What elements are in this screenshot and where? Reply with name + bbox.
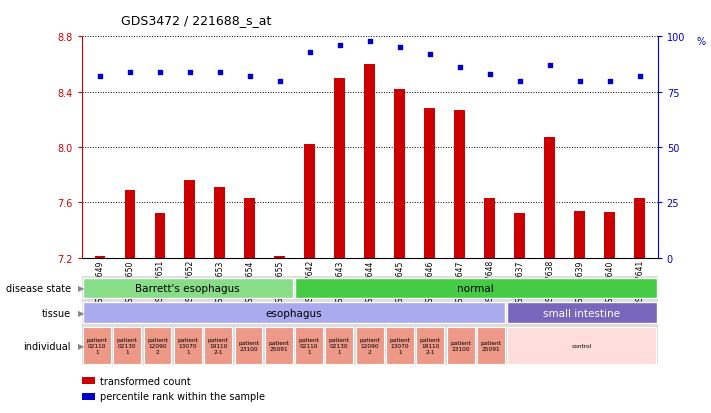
Text: patient
02110
1: patient 02110 1	[299, 337, 319, 354]
Text: control: control	[572, 343, 592, 349]
Point	[214, 69, 225, 76]
Bar	[82, 278, 293, 298]
Bar	[95, 257, 105, 258]
Bar	[574, 211, 585, 258]
Bar	[334, 78, 345, 258]
Text: Barrett's esophagus: Barrett's esophagus	[136, 283, 240, 293]
Bar	[264, 328, 293, 364]
Bar	[235, 328, 262, 364]
Text: ▶: ▶	[78, 342, 85, 350]
Text: small intestine: small intestine	[543, 308, 621, 318]
Bar	[184, 181, 195, 258]
Text: patient
12090
2: patient 12090 2	[147, 337, 168, 354]
Text: patient
23100: patient 23100	[238, 340, 259, 351]
Bar	[83, 328, 111, 364]
Bar	[154, 214, 165, 258]
Point	[364, 38, 375, 45]
Bar	[515, 214, 525, 258]
Text: patient
13070
1: patient 13070 1	[178, 337, 198, 354]
Text: %: %	[697, 37, 706, 47]
Text: patient
02130
1: patient 02130 1	[117, 337, 138, 354]
Bar	[356, 328, 384, 364]
Text: GDS3472 / 221688_s_at: GDS3472 / 221688_s_at	[121, 14, 271, 27]
Bar	[124, 190, 135, 258]
Text: patient
23100: patient 23100	[450, 340, 471, 351]
Point	[604, 78, 616, 85]
Point	[484, 71, 496, 78]
Point	[424, 52, 435, 58]
Text: patient
25091: patient 25091	[268, 340, 289, 351]
Text: patient
19110
2-1: patient 19110 2-1	[420, 337, 441, 354]
Bar	[174, 328, 202, 364]
Bar	[326, 328, 353, 364]
Bar	[604, 213, 615, 258]
Bar	[447, 328, 475, 364]
Text: percentile rank within the sample: percentile rank within the sample	[100, 392, 264, 401]
Text: patient
13070
1: patient 13070 1	[390, 337, 410, 354]
Text: patient
19110
2-1: patient 19110 2-1	[208, 337, 229, 354]
Point	[634, 74, 646, 80]
Text: patient
02130
1: patient 02130 1	[329, 337, 350, 354]
Text: disease state: disease state	[6, 283, 71, 293]
Bar	[113, 328, 141, 364]
Bar	[295, 278, 657, 298]
Bar	[507, 303, 657, 323]
Text: individual: individual	[23, 341, 71, 351]
Text: tissue: tissue	[42, 308, 71, 318]
Bar	[274, 257, 285, 258]
Point	[574, 78, 585, 85]
Text: patient
25091: patient 25091	[481, 340, 501, 351]
Bar	[417, 328, 444, 364]
Text: patient
12090
2: patient 12090 2	[359, 337, 380, 354]
Bar	[295, 328, 323, 364]
Bar	[454, 110, 465, 258]
Bar	[545, 138, 555, 258]
Bar	[304, 145, 315, 258]
Bar	[82, 303, 506, 323]
Point	[454, 65, 466, 71]
Bar	[204, 328, 232, 364]
Text: transformed count: transformed count	[100, 376, 191, 386]
Bar	[245, 199, 255, 258]
Bar	[484, 199, 495, 258]
Point	[304, 49, 316, 56]
Bar	[477, 328, 505, 364]
Point	[274, 78, 285, 85]
Text: normal: normal	[457, 283, 494, 293]
Text: ▶: ▶	[78, 309, 85, 317]
Bar	[215, 188, 225, 258]
Bar	[508, 328, 656, 364]
Bar	[424, 109, 435, 258]
Point	[544, 63, 555, 69]
Point	[394, 45, 405, 52]
Bar	[634, 199, 645, 258]
Bar	[395, 90, 405, 258]
Point	[124, 69, 135, 76]
Point	[154, 69, 166, 76]
Text: esophagus: esophagus	[266, 308, 322, 318]
Point	[244, 74, 255, 80]
Bar	[386, 328, 414, 364]
Point	[184, 69, 196, 76]
Point	[334, 43, 346, 49]
Text: ▶: ▶	[78, 284, 85, 292]
Text: patient
02110
1: patient 02110 1	[87, 337, 107, 354]
Point	[514, 78, 525, 85]
Bar	[144, 328, 171, 364]
Bar	[365, 65, 375, 258]
Point	[94, 74, 105, 80]
